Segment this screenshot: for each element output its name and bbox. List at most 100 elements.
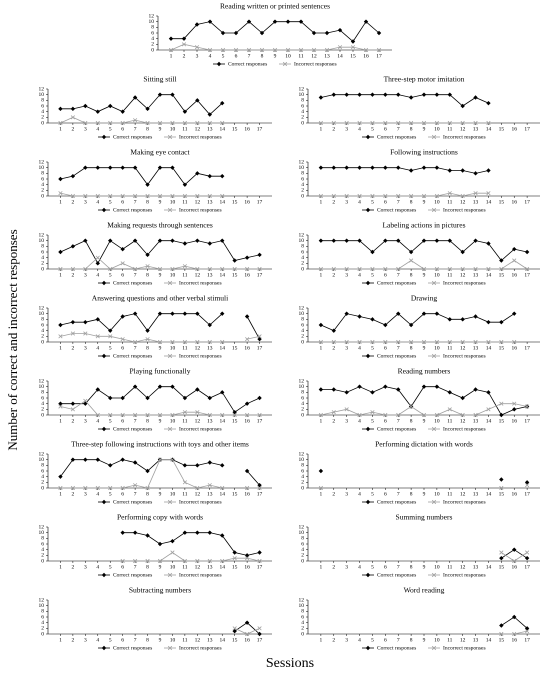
data-point bbox=[157, 238, 163, 243]
y-tick-label: 2 bbox=[301, 626, 304, 632]
data-point bbox=[357, 165, 362, 170]
x-tick-label: 11 bbox=[182, 637, 188, 643]
data-point bbox=[58, 120, 63, 126]
x-tick-label: 8 bbox=[410, 418, 413, 424]
data-point bbox=[70, 266, 75, 272]
data-point bbox=[318, 193, 323, 199]
data-point bbox=[408, 249, 414, 255]
data-point bbox=[207, 530, 212, 535]
data-point bbox=[473, 120, 478, 126]
x-tick-label: 9 bbox=[274, 53, 277, 59]
x-tick-label: 12 bbox=[460, 637, 466, 643]
y-tick-label: 8 bbox=[41, 390, 44, 396]
x-tick-label: 10 bbox=[434, 491, 440, 497]
y-tick-label: 0 bbox=[41, 485, 44, 491]
data-point bbox=[499, 631, 504, 637]
data-point bbox=[145, 106, 150, 112]
y-tick-label: 12 bbox=[299, 378, 305, 384]
x-tick-label: 1 bbox=[59, 564, 62, 570]
data-point bbox=[108, 395, 113, 401]
legend-label: Correct responses bbox=[113, 645, 152, 651]
data-point bbox=[244, 620, 250, 625]
x-tick-label: 6 bbox=[384, 418, 387, 424]
y-tick-label: 4 bbox=[301, 182, 304, 188]
data-point bbox=[244, 401, 250, 406]
x-tick-label: 8 bbox=[146, 345, 149, 351]
x-tick-label: 11 bbox=[182, 272, 188, 278]
data-point bbox=[145, 485, 150, 491]
y-tick-label: 12 bbox=[299, 597, 305, 603]
data-point bbox=[434, 193, 439, 199]
y-tick-label: 4 bbox=[301, 255, 304, 261]
data-point bbox=[383, 339, 388, 345]
data-point bbox=[133, 483, 138, 488]
x-tick-label: 9 bbox=[159, 418, 162, 424]
data-point bbox=[133, 339, 138, 345]
data-point bbox=[170, 384, 175, 389]
chart-title: Performing dictation with words bbox=[375, 440, 473, 449]
x-tick-label: 6 bbox=[384, 491, 387, 497]
data-point bbox=[58, 249, 63, 255]
x-tick-label: 4 bbox=[358, 418, 361, 424]
y-tick-label: 8 bbox=[301, 317, 304, 323]
x-tick-label: 14 bbox=[219, 272, 225, 278]
legend-marker bbox=[101, 645, 107, 651]
x-tick-label: 3 bbox=[84, 272, 87, 278]
y-tick-label: 4 bbox=[41, 255, 44, 261]
data-point bbox=[434, 238, 440, 243]
y-tick-label: 10 bbox=[299, 165, 305, 171]
data-point bbox=[396, 238, 401, 243]
data-point bbox=[447, 390, 452, 395]
x-tick-label: 13 bbox=[207, 564, 213, 570]
legend-marker bbox=[101, 499, 107, 505]
x-tick-label: 1 bbox=[320, 637, 323, 643]
legend-label: Incorrect responses bbox=[443, 645, 486, 651]
data-point bbox=[244, 553, 250, 558]
data-point bbox=[318, 387, 324, 392]
data-point bbox=[220, 390, 225, 395]
data-point bbox=[257, 626, 262, 631]
y-tick-label: 2 bbox=[41, 626, 44, 632]
x-tick-label: 15 bbox=[232, 126, 238, 132]
x-tick-label: 9 bbox=[159, 199, 162, 205]
legend-marker bbox=[431, 499, 437, 505]
x-tick-label: 4 bbox=[358, 272, 361, 278]
x-tick-label: 16 bbox=[244, 272, 250, 278]
x-tick-label: 6 bbox=[384, 199, 387, 205]
data-point bbox=[370, 339, 375, 345]
legend-label: Incorrect responses bbox=[179, 134, 222, 140]
data-point bbox=[181, 36, 187, 41]
y-tick-label: 6 bbox=[41, 468, 44, 474]
data-point bbox=[58, 474, 63, 479]
x-tick-label: 2 bbox=[332, 126, 335, 132]
data-point bbox=[383, 266, 388, 272]
y-tick-label: 12 bbox=[39, 597, 45, 603]
data-point bbox=[257, 550, 262, 555]
data-point bbox=[232, 626, 237, 631]
x-tick-label: 9 bbox=[423, 637, 426, 643]
data-point bbox=[195, 530, 200, 535]
y-tick-label: 0 bbox=[151, 47, 154, 53]
data-point bbox=[460, 193, 465, 199]
data-point bbox=[182, 264, 187, 269]
data-point bbox=[473, 314, 478, 319]
chart-title: Word reading bbox=[404, 586, 445, 595]
data-point bbox=[95, 334, 100, 339]
data-point bbox=[383, 120, 388, 126]
chart-title: Making eye contact bbox=[130, 148, 190, 157]
data-point bbox=[486, 241, 491, 246]
data-point bbox=[70, 244, 76, 249]
x-tick-label: 3 bbox=[345, 491, 348, 497]
x-tick-label: 5 bbox=[222, 53, 225, 59]
chart-title: Labeling actions in pictures bbox=[382, 221, 465, 230]
legend-label: Correct responses bbox=[228, 61, 267, 67]
x-tick-label: 2 bbox=[332, 272, 335, 278]
data-point bbox=[331, 120, 336, 126]
data-point bbox=[370, 120, 375, 126]
data-point bbox=[473, 339, 478, 345]
x-tick-label: 2 bbox=[183, 53, 186, 59]
x-tick-label: 12 bbox=[195, 272, 201, 278]
data-point bbox=[408, 322, 414, 328]
x-tick-label: 2 bbox=[332, 564, 335, 570]
x-tick-label: 5 bbox=[371, 637, 374, 643]
